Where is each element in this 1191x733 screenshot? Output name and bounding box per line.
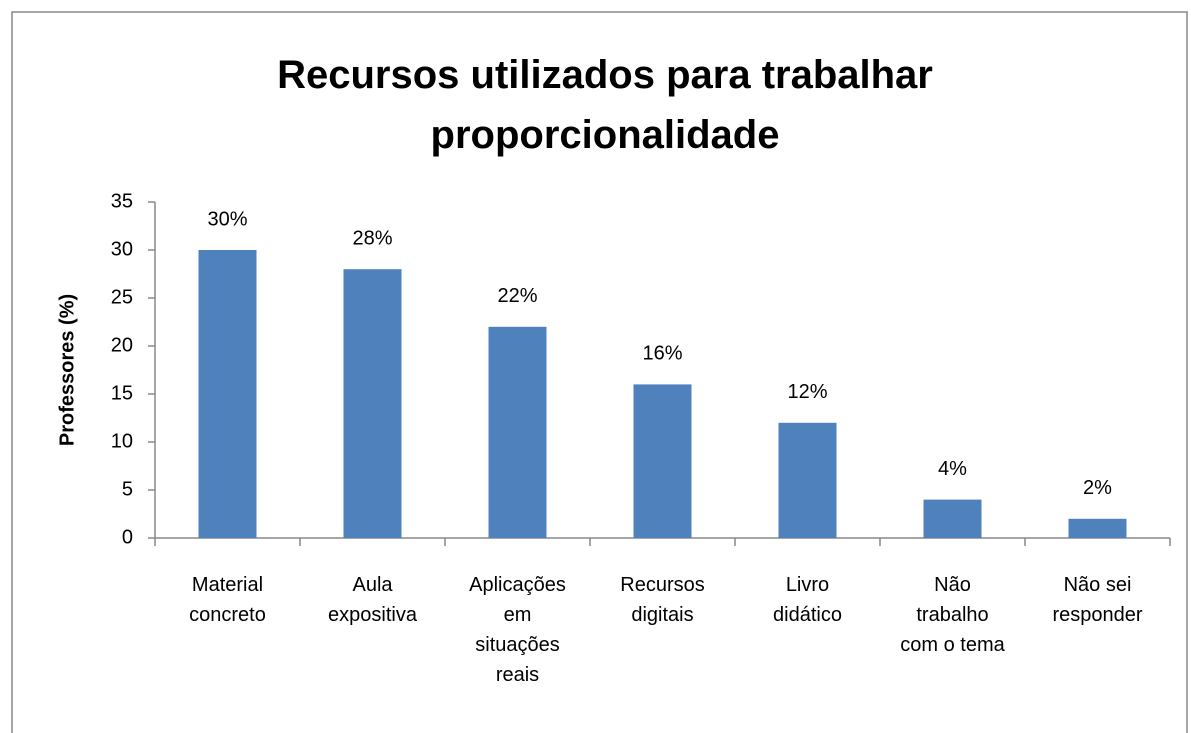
bar	[778, 422, 837, 538]
bar	[1068, 518, 1127, 538]
chart-title: Recursos utilizados para trabalhar propo…	[277, 53, 933, 157]
bar	[488, 326, 547, 538]
data-label: 30%	[207, 208, 247, 230]
data-label: 16%	[642, 343, 682, 365]
y-tick-label: 10	[111, 430, 133, 452]
data-label: 2%	[1083, 477, 1112, 499]
data-label: 4%	[938, 458, 967, 480]
y-tick-label: 15	[111, 382, 133, 404]
y-tick-label: 35	[111, 190, 133, 212]
x-tick-label: Livro didático	[773, 574, 842, 626]
x-tick-label: Não trabalho com o tema	[900, 574, 1005, 656]
x-tick-label: Aula expositiva	[328, 574, 417, 626]
y-tick-label: 0	[122, 526, 133, 548]
x-tick-label: Não sei responder	[1052, 574, 1143, 626]
data-label: 28%	[352, 227, 392, 249]
chart-border	[11, 11, 1188, 733]
bar	[923, 499, 982, 538]
x-tick-label: Recursos digitais	[620, 574, 705, 626]
y-axis-label: Professores (%)	[56, 294, 78, 446]
bar	[198, 250, 257, 538]
y-tick-label: 30	[111, 238, 133, 260]
y-tick-label: 5	[122, 478, 133, 500]
data-label: 12%	[787, 381, 827, 403]
x-tick-label: Aplicações em situações reais	[469, 574, 566, 686]
data-label: 22%	[497, 285, 537, 307]
y-tick-label: 20	[111, 334, 133, 356]
y-tick-label: 25	[111, 286, 133, 308]
x-tick-label: Material concreto	[189, 574, 266, 626]
bar	[633, 384, 692, 538]
bar	[343, 269, 402, 538]
